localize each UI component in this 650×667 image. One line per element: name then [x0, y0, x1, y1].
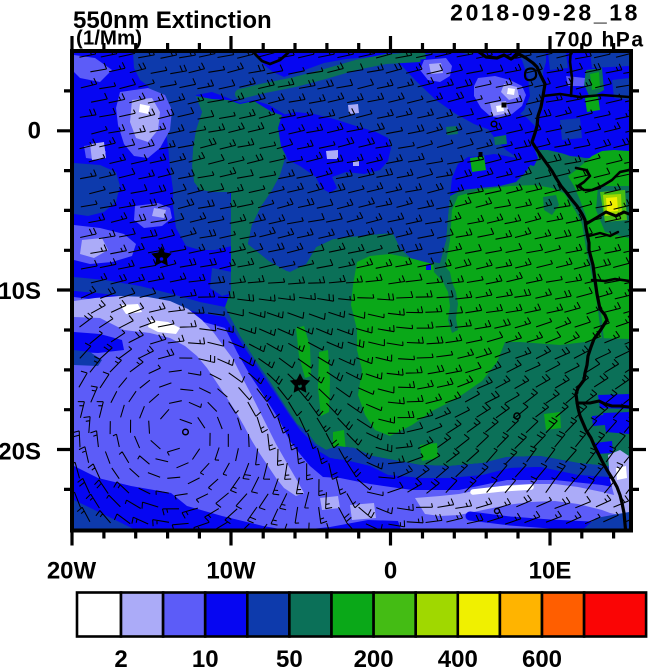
svg-text:550nm Extinction: 550nm Extinction	[73, 7, 272, 34]
svg-text:2: 2	[114, 646, 127, 667]
svg-text:10: 10	[192, 646, 219, 667]
svg-text:10E: 10E	[529, 558, 572, 585]
svg-text:20S: 20S	[0, 439, 41, 466]
svg-text:400: 400	[438, 646, 478, 667]
svg-text:50: 50	[276, 646, 303, 667]
svg-text:0: 0	[384, 558, 397, 585]
svg-text:20W: 20W	[47, 558, 97, 585]
svg-text:(1/Mm): (1/Mm)	[76, 27, 142, 50]
svg-text:700 hPa: 700 hPa	[555, 29, 645, 52]
svg-text:10W: 10W	[206, 558, 256, 585]
svg-text:0: 0	[28, 118, 41, 145]
svg-text:10S: 10S	[0, 278, 41, 305]
svg-text:2018-09-28_18: 2018-09-28_18	[450, 0, 640, 26]
svg-text:200: 200	[354, 646, 394, 667]
svg-text:600: 600	[522, 646, 562, 667]
